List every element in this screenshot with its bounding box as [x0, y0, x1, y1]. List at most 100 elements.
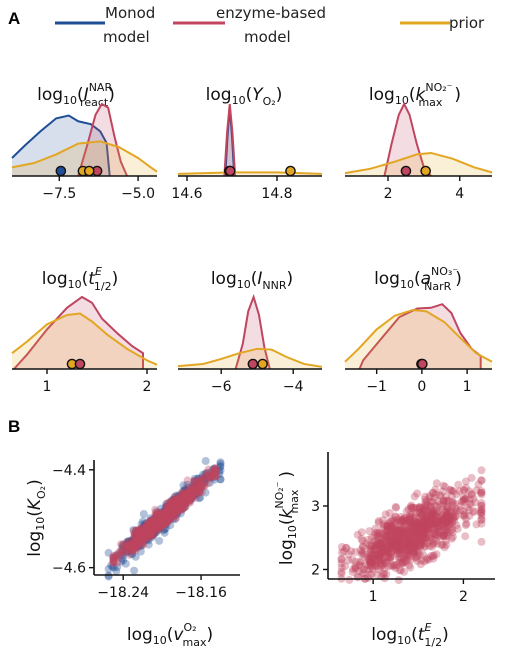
scatter-point [359, 542, 368, 551]
scatter-point [467, 490, 476, 498]
scatter-point [404, 542, 413, 551]
scatter-point [411, 529, 420, 538]
scatter-point [163, 510, 172, 519]
y-tick-label: −4.6 [52, 561, 86, 577]
scatter-point [396, 545, 405, 554]
estimate-marker [83, 165, 95, 177]
scatter-point [194, 474, 202, 483]
scatter-point [421, 525, 430, 534]
scatter-point [351, 564, 360, 573]
scatter-point [420, 539, 429, 548]
scatter-point [149, 515, 158, 524]
scatter-point [396, 531, 405, 540]
scatter-point [133, 530, 142, 539]
scatter-point [130, 536, 138, 545]
scatter-point [412, 554, 421, 563]
scatter-point [403, 529, 411, 537]
scatter-point [413, 557, 422, 565]
scatter-point [395, 543, 404, 552]
scatter-point [179, 490, 187, 499]
x-tick-label: −4 [283, 379, 304, 395]
scatter-point [128, 549, 137, 558]
scatter-point [190, 491, 199, 500]
scatter-point [191, 483, 200, 492]
scatter-point [185, 493, 194, 502]
scatter-point [379, 540, 388, 549]
scatter-point [186, 487, 195, 496]
scatter-point [396, 533, 405, 542]
scatter-point [169, 503, 178, 512]
scatter-point [447, 518, 456, 527]
scatter-point [211, 466, 220, 475]
scatter-point [123, 547, 131, 556]
scatter-point [407, 514, 416, 523]
scatter-point [403, 516, 412, 524]
scatter-point [405, 529, 414, 538]
scatter-point [180, 490, 189, 499]
scatter-point [163, 499, 172, 508]
scatter-point [366, 571, 375, 579]
scatter-point [151, 527, 159, 536]
scatter-point [171, 500, 180, 509]
scatter-point [384, 553, 393, 562]
density-line-0 [11, 114, 111, 177]
scatter-point [432, 502, 441, 511]
scatter-point [427, 519, 436, 528]
scatter-point [386, 554, 395, 563]
scatter-point [347, 547, 356, 556]
scatter-point [407, 511, 416, 520]
scatter-point [440, 543, 449, 552]
scatter-point [372, 562, 381, 571]
scatter-point [397, 553, 406, 562]
scatter-point [133, 537, 142, 546]
x-tick-label: 2 [384, 186, 393, 202]
scatter-point [141, 526, 150, 535]
scatter-point [170, 504, 179, 513]
scatter-point [405, 513, 414, 522]
scatter-point [187, 486, 196, 494]
density-line-1 [344, 308, 493, 363]
scatter-point [409, 530, 418, 539]
scatter-point [184, 493, 192, 501]
scatter-point [369, 552, 378, 561]
scatter-point [449, 513, 458, 522]
scatter-point [417, 520, 426, 529]
scatter-point [425, 493, 434, 502]
scatter-point [109, 551, 118, 560]
scatter-point [390, 561, 399, 569]
scatter-point [384, 519, 393, 528]
scatter-point [180, 496, 189, 505]
scatter-point [116, 551, 124, 560]
scatter-point [366, 545, 375, 554]
scatter-point [401, 527, 409, 536]
scatter-point [351, 548, 360, 556]
y-tick-label: 3 [311, 499, 320, 515]
scatter-point [134, 533, 143, 542]
scatter-point [139, 529, 148, 538]
scatter-point [420, 532, 429, 540]
scatter-point [148, 530, 157, 539]
scatter-point [138, 532, 147, 540]
scatter-point [167, 507, 176, 515]
scatter-point [140, 526, 149, 535]
scatter-point [425, 491, 434, 500]
scatter-point [194, 487, 203, 496]
scatter-point [139, 527, 148, 536]
scatter-point [134, 537, 143, 546]
scatter-point [210, 464, 219, 473]
scatter-point [152, 517, 161, 526]
scatter-point [402, 557, 411, 566]
scatter-point [395, 526, 404, 534]
scatter-point [159, 511, 168, 520]
scatter-point [394, 539, 403, 548]
scatter-point [163, 505, 172, 514]
scatter-point [395, 530, 404, 539]
scatter-point [166, 504, 175, 513]
scatter-point [398, 558, 407, 567]
scatter-point [184, 498, 193, 507]
scatter-point [136, 541, 145, 550]
scatter-point [430, 538, 438, 547]
scatter-point [371, 544, 379, 553]
density-line-0 [234, 293, 271, 370]
scatter-point [407, 534, 416, 543]
